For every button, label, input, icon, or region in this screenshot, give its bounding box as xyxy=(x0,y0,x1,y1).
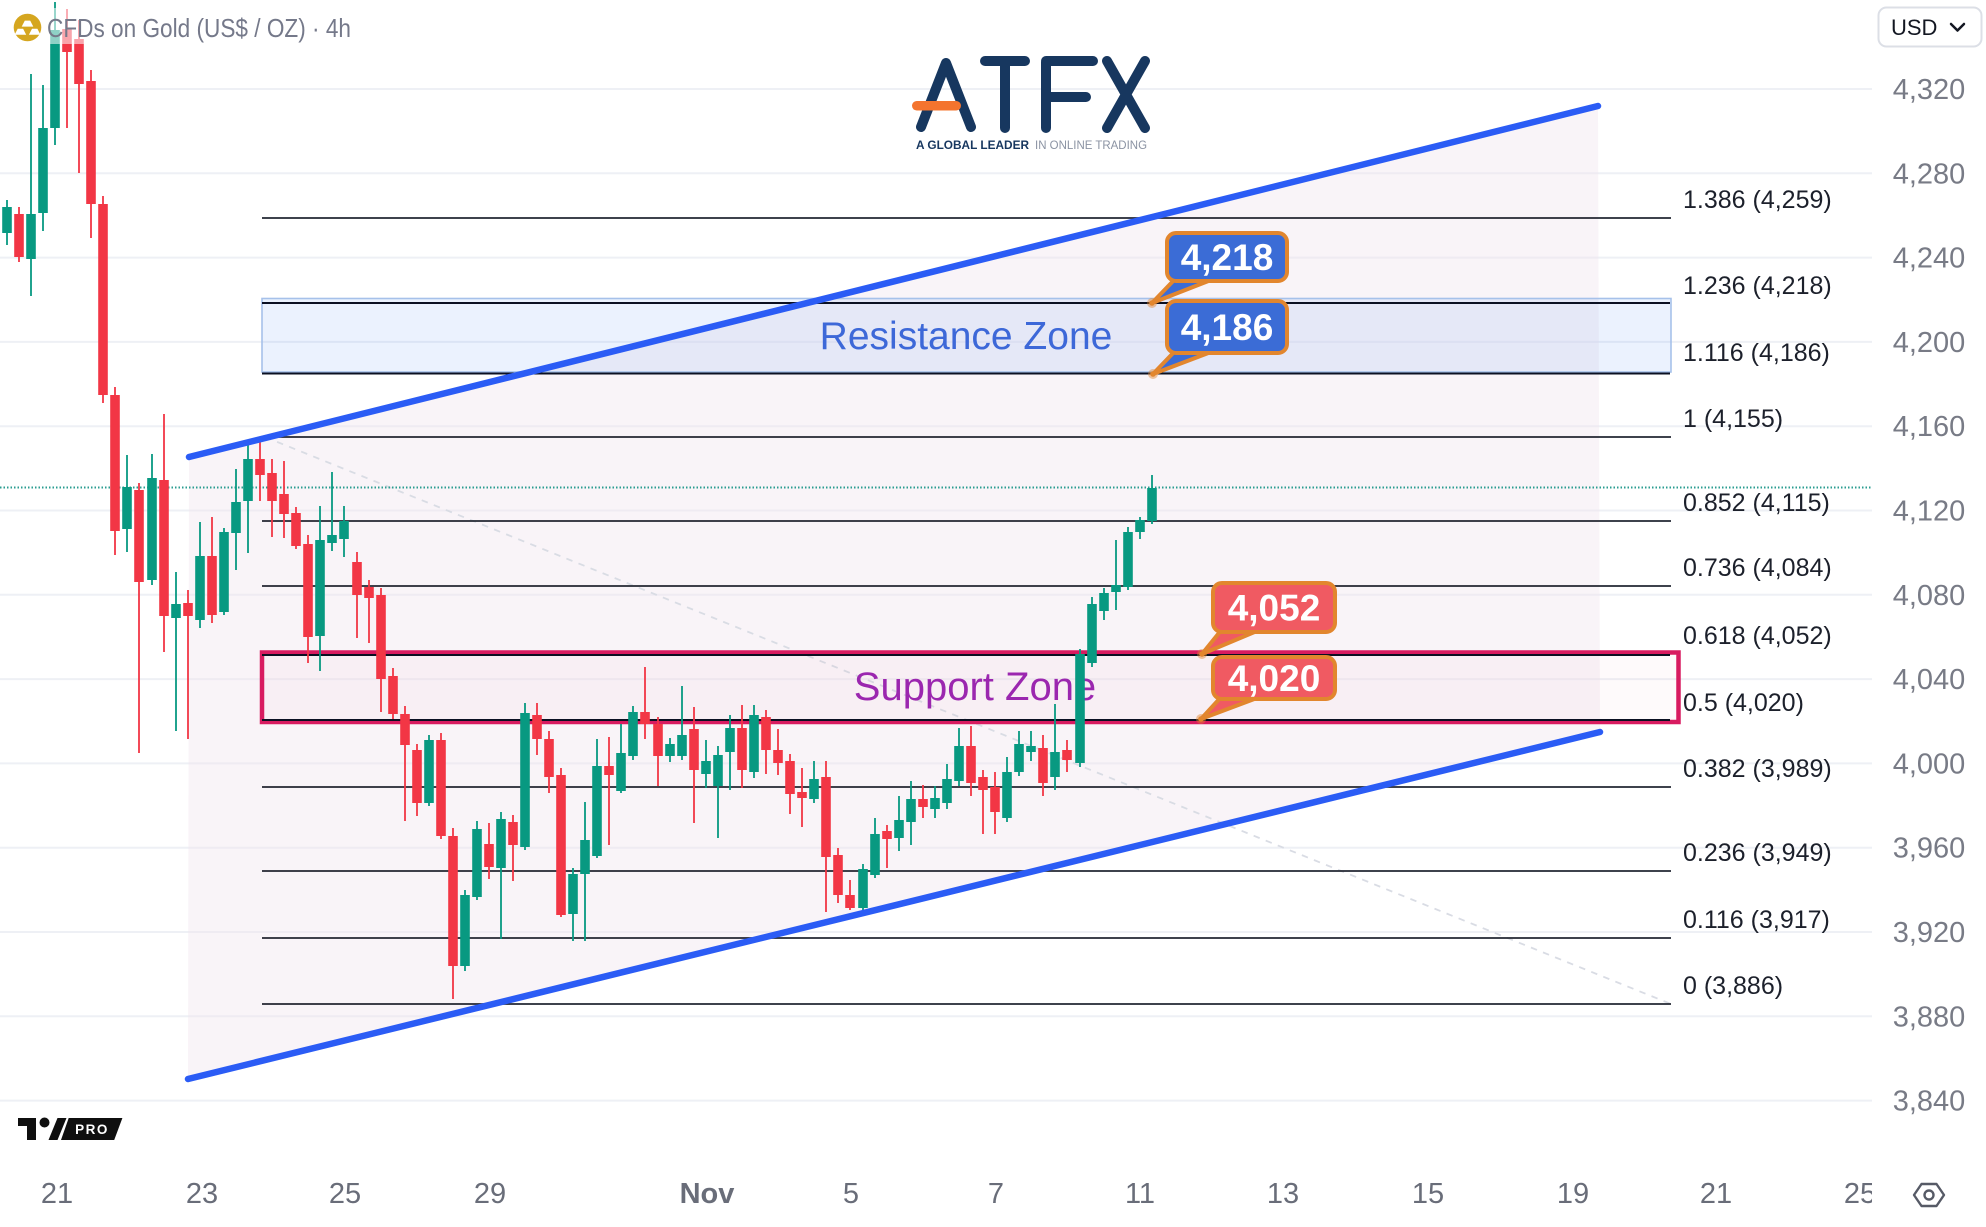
svg-text:4,218: 4,218 xyxy=(1181,237,1274,278)
svg-text:IN ONLINE TRADING: IN ONLINE TRADING xyxy=(1035,138,1147,152)
svg-text:Nov: Nov xyxy=(680,1178,735,1210)
svg-text:3,880: 3,880 xyxy=(1893,1001,1966,1033)
svg-text:0.236 (3,949): 0.236 (3,949) xyxy=(1683,839,1832,867)
svg-text:21: 21 xyxy=(1700,1178,1732,1210)
svg-text:PRO: PRO xyxy=(75,1122,109,1137)
svg-text:1 (4,155): 1 (4,155) xyxy=(1683,405,1783,433)
svg-text:3,840: 3,840 xyxy=(1893,1086,1966,1118)
svg-text:4,080: 4,080 xyxy=(1893,580,1966,612)
svg-text:0.5 (4,020): 0.5 (4,020) xyxy=(1683,689,1804,717)
svg-text:23: 23 xyxy=(186,1178,218,1210)
svg-text:15: 15 xyxy=(1412,1178,1444,1210)
svg-text:0 (3,886): 0 (3,886) xyxy=(1683,972,1783,1000)
svg-text:25: 25 xyxy=(329,1178,361,1210)
svg-text:4,280: 4,280 xyxy=(1893,158,1966,190)
svg-text:1.116 (4,186): 1.116 (4,186) xyxy=(1683,339,1830,367)
svg-text:4,120: 4,120 xyxy=(1893,496,1966,528)
svg-text:3,960: 3,960 xyxy=(1893,833,1966,865)
svg-text:29: 29 xyxy=(474,1178,506,1210)
svg-text:19: 19 xyxy=(1557,1178,1589,1210)
svg-text:Support Zone: Support Zone xyxy=(854,665,1096,709)
svg-text:4,020: 4,020 xyxy=(1228,658,1321,699)
svg-text:4,052: 4,052 xyxy=(1228,588,1321,629)
svg-text:25: 25 xyxy=(1844,1178,1876,1210)
svg-text:0.618 (4,052): 0.618 (4,052) xyxy=(1683,622,1832,650)
svg-text:USD: USD xyxy=(1891,15,1937,40)
svg-text:CFDs on Gold (US$ / OZ) · 4h: CFDs on Gold (US$ / OZ) · 4h xyxy=(47,13,351,43)
svg-text:4,200: 4,200 xyxy=(1893,327,1966,359)
svg-text:11: 11 xyxy=(1125,1178,1155,1210)
svg-text:1.386 (4,259): 1.386 (4,259) xyxy=(1683,186,1832,214)
svg-text:0.116 (3,917): 0.116 (3,917) xyxy=(1683,906,1830,934)
svg-text:1.236 (4,218): 1.236 (4,218) xyxy=(1683,272,1832,300)
svg-text:3,920: 3,920 xyxy=(1893,917,1966,949)
svg-text:4,000: 4,000 xyxy=(1893,748,1966,780)
svg-text:0.382 (3,989): 0.382 (3,989) xyxy=(1683,755,1832,783)
svg-text:0.736 (4,084): 0.736 (4,084) xyxy=(1683,554,1832,582)
svg-text:21: 21 xyxy=(41,1178,73,1210)
svg-text:A GLOBAL LEADER: A GLOBAL LEADER xyxy=(916,138,1029,152)
svg-text:13: 13 xyxy=(1267,1178,1299,1210)
svg-text:4,040: 4,040 xyxy=(1893,664,1966,696)
svg-text:5: 5 xyxy=(843,1178,859,1210)
svg-text:4,320: 4,320 xyxy=(1893,74,1966,106)
svg-text:4,240: 4,240 xyxy=(1893,243,1966,275)
svg-text:7: 7 xyxy=(988,1178,1004,1210)
svg-text:Resistance Zone: Resistance Zone xyxy=(820,315,1113,358)
svg-text:0.852 (4,115): 0.852 (4,115) xyxy=(1683,489,1830,517)
svg-text:4,160: 4,160 xyxy=(1893,411,1966,443)
svg-text:4,186: 4,186 xyxy=(1181,307,1274,348)
